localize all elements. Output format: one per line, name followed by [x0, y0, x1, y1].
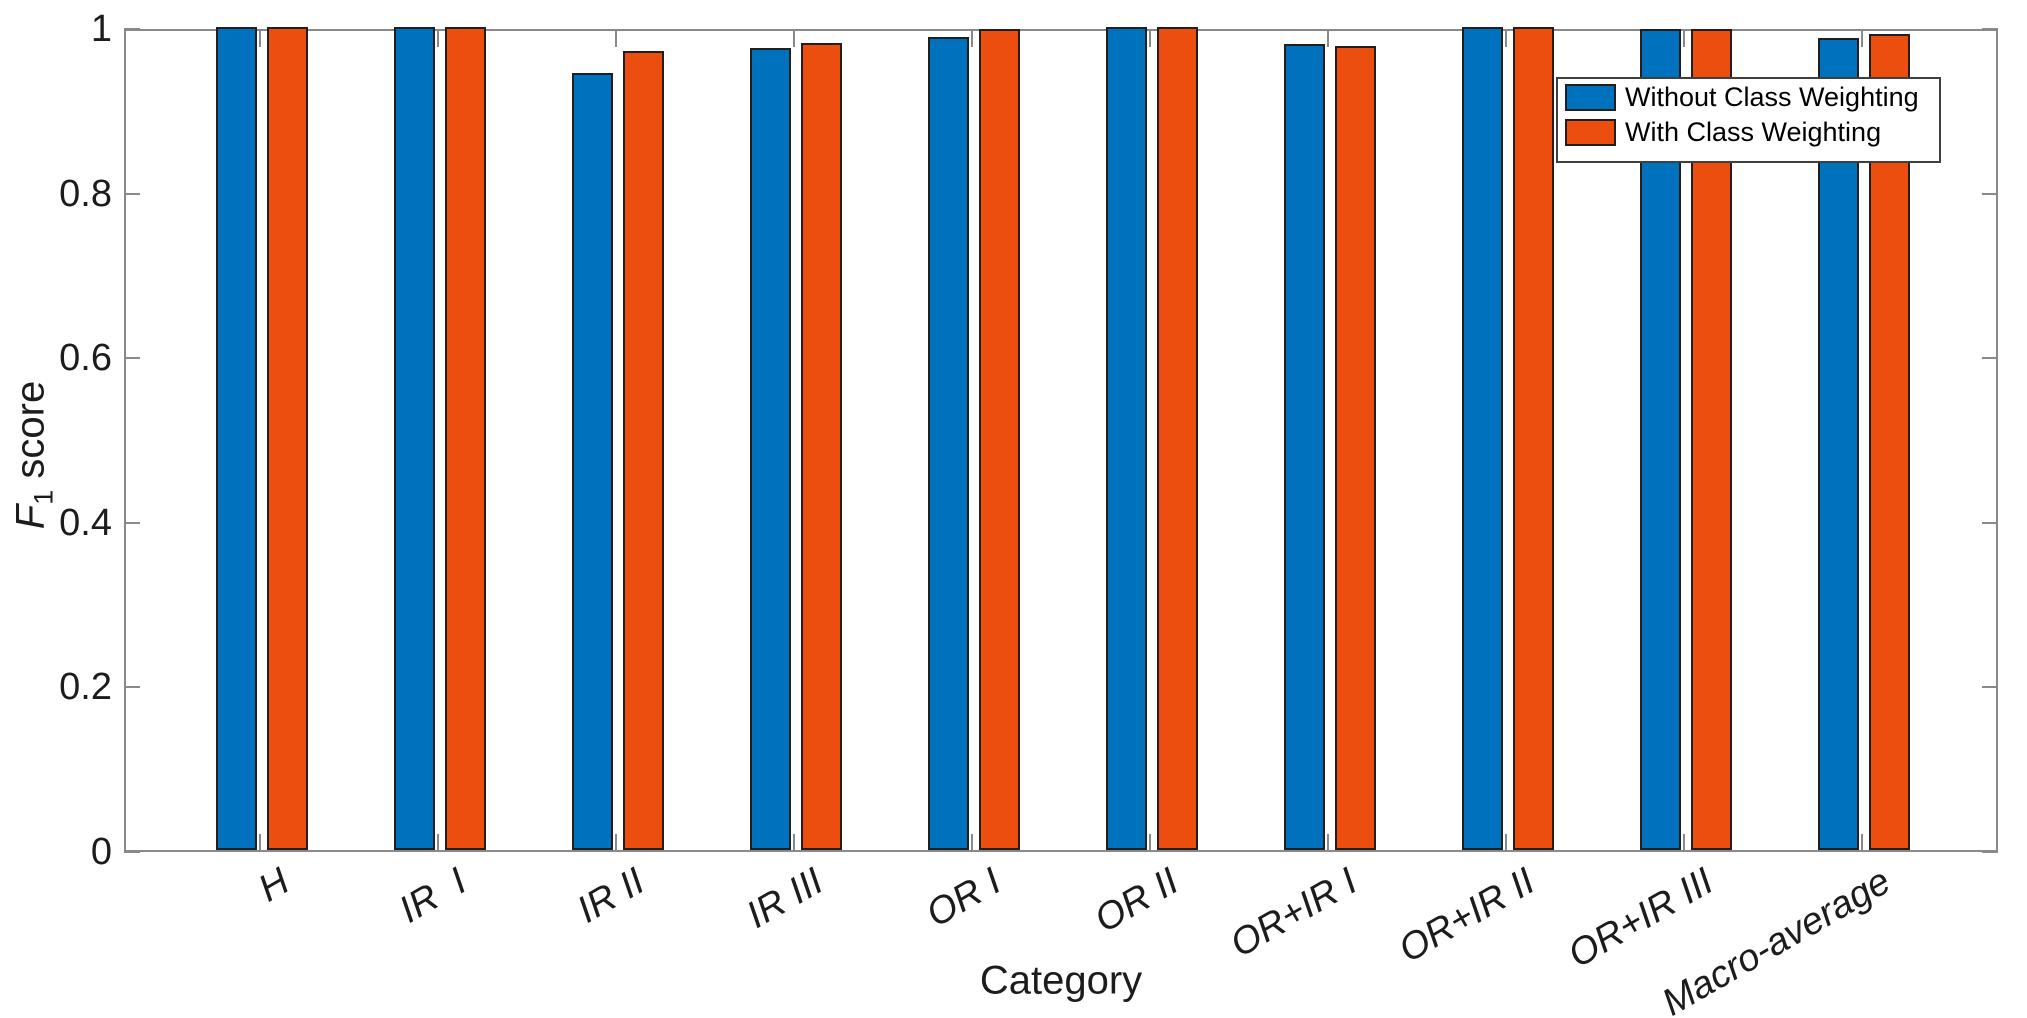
- y-tick-right: [1982, 28, 1998, 30]
- x-axis-title: Category: [980, 959, 1142, 1004]
- y-tick-left: [124, 851, 140, 853]
- bar-without-weighting-H: [216, 27, 257, 850]
- x-tick-bottom: [615, 834, 617, 852]
- bar-with-weighting-OR II: [1157, 27, 1198, 850]
- y-tick-label-0.8: 0.8: [59, 175, 112, 213]
- x-tick-bottom: [1861, 834, 1863, 852]
- x-tick-top: [437, 29, 439, 47]
- y-tick-right: [1982, 193, 1998, 195]
- x-tick-label-IR III: IR III: [741, 862, 829, 935]
- bar-with-weighting-OR I: [979, 29, 1020, 850]
- x-tick-top: [1327, 29, 1329, 47]
- bar-without-weighting-OR+IR I: [1284, 44, 1325, 850]
- x-tick-label-OR II: OR II: [1089, 862, 1185, 939]
- x-tick-label-H: H: [252, 862, 295, 909]
- bar-with-weighting-OR+IR II: [1513, 27, 1554, 850]
- y-tick-right: [1982, 357, 1998, 359]
- x-tick-top: [1505, 29, 1507, 47]
- x-tick-bottom: [1683, 834, 1685, 852]
- x-tick-label-OR I: OR I: [920, 862, 1007, 934]
- x-tick-bottom: [1505, 834, 1507, 852]
- bar-without-weighting-OR+IR II: [1462, 27, 1503, 850]
- x-tick-top: [1683, 29, 1685, 47]
- y-tick-right: [1982, 522, 1998, 524]
- y-tick-label-0: 0: [91, 833, 112, 871]
- bar-with-weighting-OR+IR I: [1335, 46, 1376, 850]
- legend: Without Class Weighting With Class Weigh…: [1556, 77, 1941, 163]
- x-tick-top: [1149, 29, 1151, 47]
- bar-with-weighting-IR III: [801, 43, 842, 850]
- legend-entry-with-class-weighting: With Class Weighting: [1565, 119, 1939, 146]
- y-axis-title-sub: 1: [28, 490, 59, 505]
- legend-entry-without-class-weighting: Without Class Weighting: [1565, 84, 1939, 111]
- y-axis-title-var: F: [9, 505, 53, 529]
- y-tick-left: [124, 28, 140, 30]
- x-tick-bottom: [1149, 834, 1151, 852]
- x-tick-bottom: [793, 834, 795, 852]
- y-tick-left: [124, 357, 140, 359]
- y-tick-label-0.6: 0.6: [59, 339, 112, 377]
- x-tick-bottom: [259, 834, 261, 852]
- x-tick-bottom: [971, 834, 973, 852]
- y-tick-left: [124, 522, 140, 524]
- legend-swatch-with-class-weighting: [1565, 119, 1616, 146]
- y-tick-right: [1982, 686, 1998, 688]
- y-axis-title: F1 score: [9, 381, 60, 530]
- bar-without-weighting-IR I: [394, 27, 435, 850]
- x-tick-top: [1861, 29, 1863, 47]
- x-tick-top: [259, 29, 261, 47]
- legend-swatch-without-class-weighting: [1565, 84, 1616, 111]
- bar-with-weighting-IR I: [445, 27, 486, 850]
- figure: Category F1 score Without Class Weightin…: [0, 0, 2027, 1018]
- bar-with-weighting-H: [267, 27, 308, 850]
- y-tick-left: [124, 686, 140, 688]
- bar-without-weighting-IR III: [750, 48, 791, 850]
- x-tick-label-OR+IR II: OR+IR II: [1393, 862, 1541, 969]
- y-tick-label-1: 1: [91, 10, 112, 48]
- y-tick-label-0.4: 0.4: [59, 504, 112, 542]
- bar-without-weighting-IR II: [572, 73, 613, 850]
- x-tick-label-OR+IR III: OR+IR III: [1562, 862, 1719, 975]
- x-tick-top: [971, 29, 973, 47]
- legend-label-with-class-weighting: With Class Weighting: [1625, 119, 1881, 146]
- x-tick-top: [615, 29, 617, 47]
- bar-without-weighting-OR I: [928, 37, 969, 850]
- bar-with-weighting-IR II: [623, 51, 664, 850]
- x-tick-label-IR II: IR II: [572, 862, 651, 930]
- y-tick-label-0.2: 0.2: [59, 668, 112, 706]
- x-tick-bottom: [1327, 834, 1329, 852]
- x-tick-label-IR I: IR I: [394, 862, 473, 930]
- bar-without-weighting-OR II: [1106, 27, 1147, 850]
- y-axis-title-rest: score: [9, 381, 53, 490]
- x-tick-label-OR+IR I: OR+IR I: [1224, 862, 1363, 964]
- y-tick-right: [1982, 851, 1998, 853]
- x-tick-top: [793, 29, 795, 47]
- legend-label-without-class-weighting: Without Class Weighting: [1625, 84, 1919, 111]
- y-tick-left: [124, 193, 140, 195]
- x-tick-bottom: [437, 834, 439, 852]
